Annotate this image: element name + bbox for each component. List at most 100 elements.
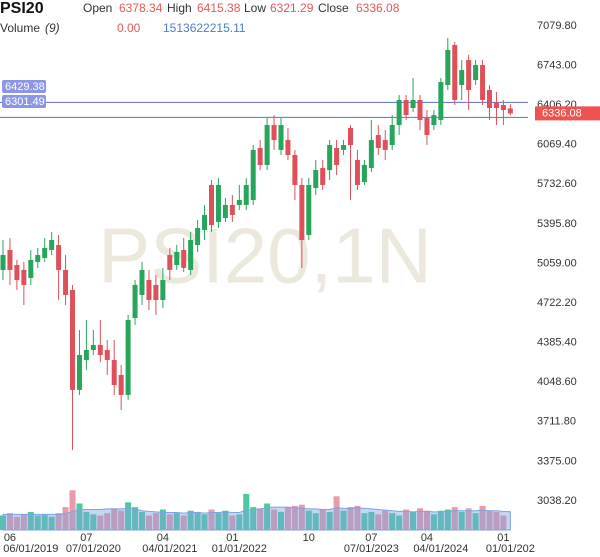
volume-bar bbox=[62, 507, 69, 530]
candle-body bbox=[174, 251, 180, 265]
candle-body bbox=[445, 49, 451, 85]
candle-body bbox=[271, 125, 277, 140]
volume-bar bbox=[479, 505, 486, 530]
y-tick-label: 6743.00 bbox=[537, 59, 577, 71]
volume-bar bbox=[13, 516, 20, 530]
volume-bar bbox=[326, 511, 333, 530]
volume-bar bbox=[298, 504, 305, 530]
high-label: High bbox=[167, 1, 192, 15]
candle-body bbox=[188, 239, 194, 270]
y-tick-label: 6069.40 bbox=[537, 139, 577, 151]
y-tick-label: 5395.80 bbox=[537, 218, 577, 230]
candle-body bbox=[104, 349, 110, 360]
candle-body bbox=[424, 117, 430, 136]
volume-bar bbox=[493, 511, 500, 530]
volume-bar bbox=[305, 510, 312, 530]
candle-body bbox=[49, 239, 55, 250]
hline-label: 6429.38 bbox=[5, 81, 45, 93]
volume-bar bbox=[69, 490, 76, 530]
time-axis-panel bbox=[0, 531, 600, 557]
hline-label-box bbox=[2, 80, 46, 93]
candle-body bbox=[209, 184, 214, 226]
candle-body bbox=[334, 147, 340, 165]
volume-bar bbox=[83, 511, 90, 530]
candle-body bbox=[90, 344, 96, 350]
candle-body bbox=[389, 125, 395, 146]
volume-bar bbox=[257, 508, 264, 530]
volume-bar bbox=[173, 513, 180, 530]
high-value: 6415.38 bbox=[197, 1, 241, 15]
candle-body bbox=[403, 100, 409, 116]
candle-body bbox=[348, 127, 353, 146]
candle-body bbox=[28, 259, 34, 278]
y-tick-label: 5059.00 bbox=[537, 257, 577, 269]
volume-bar bbox=[159, 509, 166, 530]
volume-bar bbox=[340, 510, 347, 530]
candle-body bbox=[42, 247, 48, 258]
volume-bar bbox=[76, 503, 83, 530]
volume-bar bbox=[104, 513, 111, 530]
volume-bar bbox=[389, 513, 396, 530]
candle-body bbox=[306, 184, 312, 236]
last-price-box bbox=[535, 106, 600, 121]
candle-body bbox=[243, 184, 249, 205]
candle-body bbox=[83, 349, 89, 360]
volume-bar bbox=[410, 511, 417, 530]
volume-bar bbox=[278, 511, 284, 530]
y-tick-label: 5732.60 bbox=[537, 178, 577, 190]
volume-bar bbox=[291, 505, 298, 530]
candle-body bbox=[125, 319, 131, 395]
axes: 6429.38 6301.49 3038.20 3375.00 3711.80 4048.… bbox=[2, 20, 600, 555]
x-date-label: 01/01/2022 bbox=[212, 543, 267, 555]
candle-body bbox=[14, 265, 20, 281]
volume-ma-value: 1513622215.11 bbox=[163, 21, 246, 35]
volume-bar bbox=[229, 515, 236, 530]
volume-value: 0.00 bbox=[117, 21, 141, 35]
candle-body bbox=[292, 155, 298, 185]
volume-bar bbox=[347, 507, 354, 530]
y-tick-label: 3038.20 bbox=[537, 495, 577, 507]
volume-bar bbox=[34, 515, 41, 530]
volume-bar bbox=[451, 507, 458, 530]
y-tick-label: 3711.80 bbox=[537, 416, 576, 428]
candle-body bbox=[111, 359, 117, 385]
x-date-label: 01/01/202 bbox=[486, 543, 535, 555]
x-tick-label: 01 bbox=[226, 532, 238, 544]
x-tick-label: 10 bbox=[303, 532, 315, 544]
candle-body bbox=[250, 149, 256, 201]
candle-body bbox=[313, 170, 319, 189]
volume-bar bbox=[284, 507, 291, 530]
hline-label-box bbox=[2, 95, 46, 108]
candle-body bbox=[21, 269, 27, 285]
candle-body bbox=[382, 139, 388, 150]
low-value: 6321.29 bbox=[270, 1, 314, 15]
volume-bar bbox=[215, 513, 222, 530]
x-date-label: 06/01/2019 bbox=[3, 543, 58, 555]
volume-bar bbox=[41, 514, 48, 530]
candle-body bbox=[480, 64, 486, 101]
candle-body bbox=[452, 45, 458, 101]
x-tick-label: 04 bbox=[157, 532, 169, 544]
x-date-label: 07/01/2020 bbox=[66, 543, 121, 555]
x-tick-label: 01 bbox=[497, 532, 509, 544]
candle-body bbox=[35, 255, 41, 262]
volume-bar bbox=[6, 513, 13, 530]
y-tick-label: 3375.00 bbox=[537, 455, 577, 467]
candle-body bbox=[375, 135, 381, 148]
candle-body bbox=[493, 102, 499, 108]
volume-bar bbox=[319, 509, 326, 530]
x-date-label: 04/01/2021 bbox=[142, 543, 197, 555]
y-tick-label: 7079.80 bbox=[537, 20, 577, 32]
candle-body bbox=[63, 269, 69, 295]
header: PSI20 Open 6378.34 High 6415.38 Low 6321… bbox=[0, 0, 400, 35]
volume-bar bbox=[437, 510, 444, 530]
candle-body bbox=[76, 355, 82, 390]
volume-ma-area bbox=[2, 506, 511, 531]
volume-bar bbox=[250, 507, 257, 530]
volume-bar bbox=[368, 511, 375, 530]
volume-bar bbox=[403, 509, 410, 530]
volume-bar bbox=[20, 514, 27, 530]
volume-bar bbox=[382, 510, 389, 530]
